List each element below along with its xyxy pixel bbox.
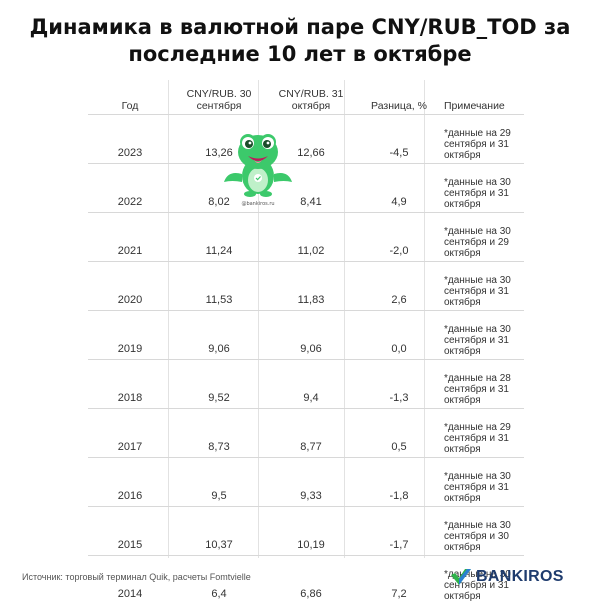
page-title: Динамика в валютной паре CNY/RUB_TOD за … [0,14,600,68]
cell-sep-rate: 10,37 [172,507,266,556]
cell-sep-rate: 9,5 [172,458,266,507]
header-oct-rate: CNY/RUB. 31 октября [266,80,356,115]
header-year: Год [88,80,172,115]
cell-note: *данные на 29 сентября и 31 октября [442,409,524,458]
header-diff: Разница, % [356,80,442,115]
cell-oct-rate: 9,33 [266,458,356,507]
cell-year: 2015 [88,507,172,556]
cell-note: *данные на 30 сентября и 29 октября [442,213,524,262]
cell-note: *данные на 30 сентября и 31 октября [442,262,524,311]
cell-sep-rate: 11,53 [172,262,266,311]
title-line-2: последние 10 лет в октябре [0,41,600,68]
cell-year: 2023 [88,115,172,164]
cell-diff: 0,5 [356,409,442,458]
cell-year: 2021 [88,213,172,262]
cell-note: *данные на 30 сентября и 31 октября [442,311,524,360]
cell-year: 2018 [88,360,172,409]
cell-diff: -2,0 [356,213,442,262]
cell-oct-rate: 6,86 [266,556,356,604]
logo-text: BANKIROS [476,568,564,586]
cell-diff: 2,6 [356,262,442,311]
check-shield-icon [450,567,472,587]
cell-year: 2016 [88,458,172,507]
cell-note: *данные на 29 сентября и 31 октября [442,115,524,164]
cell-note: *данные на 30 сентября и 30 октября [442,507,524,556]
exchange-rate-table: Год CNY/RUB. 30 сентября CNY/RUB. 31 окт… [88,80,524,604]
cell-year: 2019 [88,311,172,360]
cell-oct-rate: 9,06 [266,311,356,360]
cell-note: *данные на 30 сентября и 31 октября [442,458,524,507]
cell-year: 2020 [88,262,172,311]
cell-sep-rate: 9,06 [172,311,266,360]
cell-sep-rate: 8,73 [172,409,266,458]
cell-year: 2022 [88,164,172,213]
cell-diff: -1,3 [356,360,442,409]
cell-diff: 0,0 [356,311,442,360]
frog-mascot-icon: @bankiros.ru [220,126,296,208]
header-sep-rate: CNY/RUB. 30 сентября [172,80,266,115]
cell-note: *данные на 28 сентября и 31 октября [442,360,524,409]
cell-diff: -1,8 [356,458,442,507]
cell-diff: 7,2 [356,556,442,604]
table-header-row: Год CNY/RUB. 30 сентября CNY/RUB. 31 окт… [88,80,524,115]
mascot-caption: @bankiros.ru [241,201,274,207]
cell-sep-rate: 11,24 [172,213,266,262]
cell-oct-rate: 9,4 [266,360,356,409]
cell-year: 2017 [88,409,172,458]
cell-diff: -4,5 [356,115,442,164]
cell-diff: -1,7 [356,507,442,556]
cell-oct-rate: 11,83 [266,262,356,311]
source-note: Источник: торговый терминал Quik, расчет… [22,572,251,582]
title-line-1: Динамика в валютной паре CNY/RUB_TOD за [0,14,600,41]
cell-diff: 4,9 [356,164,442,213]
header-note: Примечание [442,80,524,115]
bankiros-logo: BANKIROS [450,566,564,588]
cell-oct-rate: 11,02 [266,213,356,262]
cell-sep-rate: 9,52 [172,360,266,409]
cell-note: *данные на 30 сентября и 31 октября [442,164,524,213]
cell-oct-rate: 10,19 [266,507,356,556]
cell-oct-rate: 8,77 [266,409,356,458]
